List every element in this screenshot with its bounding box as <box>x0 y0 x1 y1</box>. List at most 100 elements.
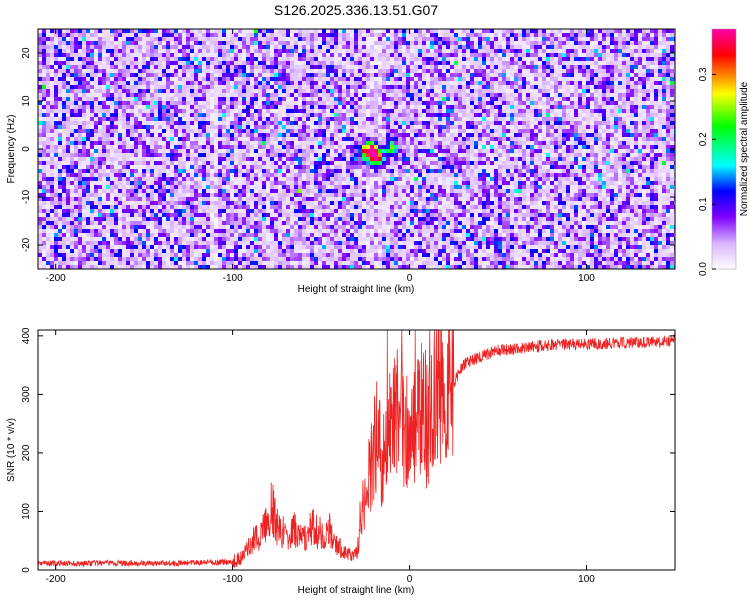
heatmap-cell <box>58 65 62 69</box>
heatmap-cell <box>338 73 342 77</box>
heatmap-cell <box>114 117 118 121</box>
heatmap-cell <box>42 121 46 125</box>
heatmap-cell <box>314 125 318 129</box>
heatmap-cell <box>466 133 470 137</box>
heatmap-cell <box>518 101 522 105</box>
heatmap-cell <box>418 81 422 85</box>
heatmap-cell <box>58 61 62 65</box>
heatmap-cell <box>586 101 590 105</box>
heatmap-cell <box>186 97 190 101</box>
heatmap-cell <box>574 97 578 101</box>
heatmap-cell <box>146 45 150 49</box>
heatmap-cell <box>562 73 566 77</box>
heatmap-cell <box>186 125 190 129</box>
heatmap-cell <box>282 53 286 57</box>
heatmap-cell <box>382 45 386 49</box>
heatmap-cell <box>246 145 250 149</box>
heatmap-cell <box>566 93 570 97</box>
heatmap-cell <box>46 125 50 129</box>
heatmap-cell <box>462 73 466 77</box>
heatmap-cell <box>150 77 154 81</box>
heatmap-cell <box>286 137 290 141</box>
heatmap-cell <box>262 149 266 153</box>
heatmap-cell <box>78 37 82 41</box>
heatmap-cell <box>214 65 218 69</box>
heatmap-cell <box>126 61 130 65</box>
heatmap-cell <box>502 73 506 77</box>
heatmap-cell <box>262 145 266 149</box>
heatmap-cell <box>322 101 326 105</box>
heatmap-cell <box>550 33 554 37</box>
heatmap-cell <box>506 69 510 73</box>
heatmap-cell <box>202 121 206 125</box>
heatmap-cell <box>122 129 126 133</box>
heatmap-cell <box>246 137 250 141</box>
heatmap-cell <box>554 141 558 145</box>
heatmap-cell <box>498 121 502 125</box>
heatmap-cell <box>290 85 294 89</box>
heatmap-cell <box>474 37 478 41</box>
heatmap-cell <box>150 109 154 113</box>
heatmap-cell <box>374 77 378 81</box>
heatmap-cell <box>514 49 518 53</box>
heatmap-cell <box>574 89 578 93</box>
heatmap-cell <box>342 53 346 57</box>
heatmap-cell <box>610 33 614 37</box>
heatmap-cell <box>602 105 606 109</box>
heatmap-cell <box>170 109 174 113</box>
heatmap-cell <box>202 113 206 117</box>
heatmap-cell <box>294 37 298 41</box>
heatmap-cell <box>634 93 638 97</box>
heatmap-cell <box>526 49 530 53</box>
heatmap-cell <box>310 37 314 41</box>
heatmap-cell <box>146 121 150 125</box>
heatmap-cell <box>638 89 642 93</box>
heatmap-cell <box>482 45 486 49</box>
heatmap-cell <box>62 121 66 125</box>
heatmap-cell <box>94 93 98 97</box>
heatmap-cell <box>146 81 150 85</box>
heatmap-cell <box>226 85 230 89</box>
heatmap-cell <box>390 97 394 101</box>
heatmap-cell <box>650 57 654 61</box>
heatmap-cell <box>346 113 350 117</box>
heatmap-cell <box>458 57 462 61</box>
heatmap-cell <box>666 129 670 133</box>
heatmap-cell <box>274 41 278 45</box>
heatmap-cell <box>486 93 490 97</box>
heatmap-cell <box>158 145 162 149</box>
heatmap-cell <box>130 105 134 109</box>
heatmap-cell <box>510 141 514 145</box>
heatmap-cell <box>430 93 434 97</box>
heatmap-cell <box>218 69 222 73</box>
heatmap-cell <box>274 93 278 97</box>
heatmap-cell <box>358 129 362 133</box>
heatmap-cell <box>274 97 278 101</box>
heatmap-cell <box>318 45 322 49</box>
heatmap-cell <box>442 45 446 49</box>
heatmap-cell <box>582 69 586 73</box>
heatmap-cell <box>570 73 574 77</box>
heatmap-cell <box>90 117 94 121</box>
heatmap-cell <box>286 57 290 61</box>
heatmap-cell <box>626 77 630 81</box>
heatmap-cell <box>438 53 442 57</box>
heatmap-cell <box>530 29 534 33</box>
heatmap-cell <box>142 109 146 113</box>
heatmap-cell <box>178 37 182 41</box>
heatmap-cell <box>614 33 618 37</box>
heatmap-cell <box>434 145 438 149</box>
heatmap-cell <box>282 69 286 73</box>
heatmap-cell <box>622 57 626 61</box>
heatmap-cell <box>230 121 234 125</box>
heatmap-cell <box>490 49 494 53</box>
heatmap-cell <box>590 69 594 73</box>
heatmap-cell <box>254 69 258 73</box>
heatmap-cell <box>138 61 142 65</box>
heatmap-cell <box>326 101 330 105</box>
heatmap-cell <box>402 117 406 121</box>
heatmap-cell <box>562 149 566 153</box>
heatmap-cell <box>402 65 406 69</box>
heatmap-cell <box>550 53 554 57</box>
heatmap-cell <box>410 117 414 121</box>
